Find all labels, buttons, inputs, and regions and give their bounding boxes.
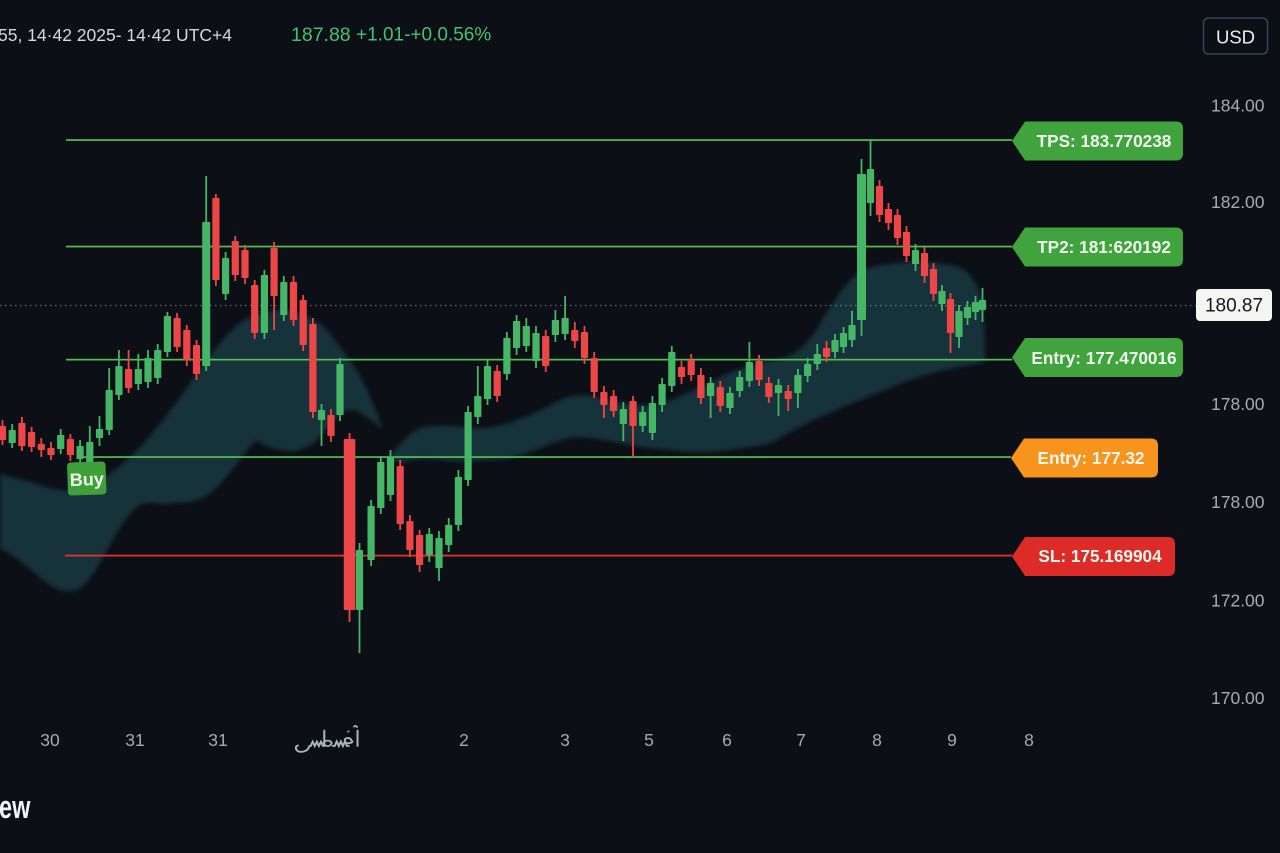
svg-text:View: View [0, 789, 30, 825]
svg-text:6: 6 [722, 730, 732, 750]
svg-text:8: 8 [1024, 730, 1034, 750]
svg-text:187.88: 187.88 [291, 24, 351, 46]
svg-text:Buy: Buy [69, 469, 104, 490]
svg-text:TP2: 181:620192: TP2: 181:620192 [1037, 237, 1171, 257]
svg-text:31: 31 [125, 730, 144, 750]
svg-text:178.00: 178.00 [1211, 394, 1265, 414]
svg-text:Entry: 177.32: Entry: 177.32 [1037, 448, 1144, 468]
svg-text:7: 7 [796, 730, 806, 750]
svg-text:+1.01-+0.0.56%: +1.01-+0.0.56% [356, 25, 491, 46]
svg-text:170.00: 170.00 [1211, 688, 1265, 708]
svg-text:USD: USD [1216, 27, 1255, 48]
svg-text:9: 9 [947, 730, 957, 750]
svg-text:182.00: 182.00 [1211, 192, 1265, 212]
svg-text:178.00: 178.00 [1211, 492, 1265, 512]
svg-text:3: 3 [560, 730, 570, 750]
svg-text:2: 2 [459, 730, 469, 750]
svg-text:8: 8 [872, 730, 882, 750]
svg-text:5: 5 [644, 730, 654, 750]
svg-text:Entry: 177.470016: Entry: 177.470016 [1031, 348, 1176, 368]
svg-text:180.87: 180.87 [1205, 296, 1263, 317]
svg-text:30: 30 [40, 730, 60, 750]
svg-text:55, 14·42 2025- 14·42 UTC+4: 55, 14·42 2025- 14·42 UTC+4 [0, 25, 232, 45]
svg-text:31: 31 [208, 730, 227, 750]
svg-text:184.00: 184.00 [1211, 96, 1265, 116]
svg-text:172.00: 172.00 [1211, 591, 1265, 611]
svg-text:TPS: 183.770238: TPS: 183.770238 [1037, 131, 1172, 151]
svg-text:SL: 175.169904: SL: 175.169904 [1038, 546, 1162, 566]
